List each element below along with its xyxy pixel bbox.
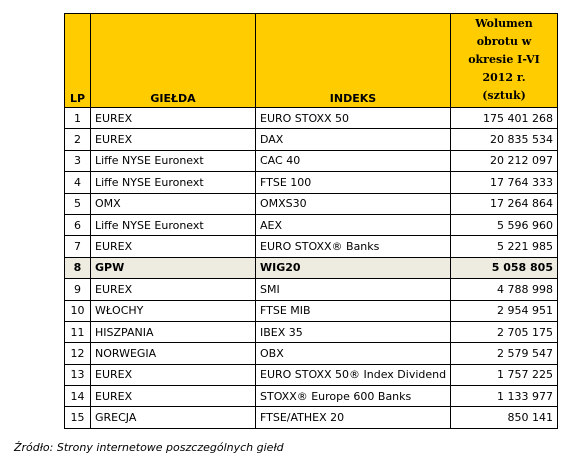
- cell-lp: 6: [64, 213, 91, 237]
- table-row: 3 Liffe NYSE Euronext CAC 40 20 212 097: [64, 149, 558, 173]
- cell-index: SMI: [255, 278, 451, 301]
- cell-exchange: WŁOCHY: [90, 299, 256, 322]
- table-row: 11 HISZPANIA IBEX 35 2 705 175: [64, 320, 558, 344]
- cell-volume: 2 705 175: [450, 320, 558, 344]
- cell-lp: 8: [64, 256, 91, 280]
- cell-index: EURO STOXX® Banks: [255, 235, 451, 258]
- cell-volume: 175 401 268: [450, 106, 558, 130]
- source-note: Źródło: Strony internetowe poszczególnyc…: [14, 441, 284, 454]
- cell-index: CAC 40: [255, 149, 451, 173]
- cell-volume: 20 835 534: [450, 128, 558, 151]
- cell-index: OMXS30: [255, 192, 451, 215]
- cell-index: IBEX 35: [255, 320, 451, 344]
- cell-exchange: EUREX: [90, 235, 256, 258]
- cell-lp: 5: [64, 192, 91, 215]
- cell-exchange: EUREX: [90, 106, 256, 130]
- cell-volume: 5 596 960: [450, 213, 558, 237]
- cell-volume: 2 954 951: [450, 299, 558, 322]
- table-body: 1 EUREX EURO STOXX 50 175 401 268 2 EUREX DAX 2…: [64, 106, 558, 429]
- cell-exchange: OMX: [90, 192, 256, 215]
- cell-exchange: EUREX: [90, 128, 256, 151]
- cell-exchange: EUREX: [90, 385, 256, 408]
- table-row: 13 EUREX EURO STOXX 50® Index Dividend 1 75…: [64, 363, 558, 387]
- cell-exchange: Liffe NYSE Euronext: [90, 149, 256, 173]
- cell-lp: 9: [64, 278, 91, 301]
- cell-exchange: GPW: [90, 256, 256, 280]
- cell-volume: 20 212 097: [450, 149, 558, 173]
- cell-index: FTSE 100: [255, 171, 451, 194]
- table-row: 2 EUREX DAX 20 835 534: [64, 128, 558, 151]
- cell-exchange: NORWEGIA: [90, 342, 256, 365]
- cell-volume: 850 141: [450, 406, 558, 429]
- cell-exchange: EUREX: [90, 278, 256, 301]
- cell-volume: 17 764 333: [450, 171, 558, 194]
- cell-index: DAX: [255, 128, 451, 151]
- table-row: 8 GPW WIG20 5 058 805: [64, 256, 558, 280]
- cell-lp: 4: [64, 171, 91, 194]
- cell-lp: 2: [64, 128, 91, 151]
- header-index: INDEKS: [255, 13, 451, 108]
- cell-exchange: HISZPANIA: [90, 320, 256, 344]
- cell-volume: 17 264 864: [450, 192, 558, 215]
- header-volume-line: obrotu w: [476, 35, 532, 48]
- cell-exchange: EUREX: [90, 363, 256, 387]
- cell-lp: 14: [64, 385, 91, 408]
- table-row: 7 EUREX EURO STOXX® Banks 5 221 985: [64, 235, 558, 258]
- cell-lp: 3: [64, 149, 91, 173]
- header-volume-line: (sztuk): [482, 89, 526, 102]
- cell-lp: 12: [64, 342, 91, 365]
- cell-index: STOXX® Europe 600 Banks: [255, 385, 451, 408]
- table-row: 15 GRECJA FTSE/ATHEX 20 850 141: [64, 406, 558, 429]
- table-row: 4 Liffe NYSE Euronext FTSE 100 17 764 333: [64, 171, 558, 194]
- table-row: 1 EUREX EURO STOXX 50 175 401 268: [64, 106, 558, 130]
- table-row: 6 Liffe NYSE Euronext AEX 5 596 960: [64, 213, 558, 237]
- header-volume-line: 2012 r.: [482, 71, 526, 84]
- cell-volume: 5 058 805: [450, 256, 558, 280]
- cell-lp: 15: [64, 406, 91, 429]
- header-row: LP GIEŁDA INDEKS Wolumen obrotu w okresie …: [64, 13, 558, 108]
- table-row: 5 OMX OMXS30 17 264 864: [64, 192, 558, 215]
- table-row: 14 EUREX STOXX® Europe 600 Banks 1 133 977: [64, 385, 558, 408]
- cell-index: EURO STOXX 50® Index Dividend: [255, 363, 451, 387]
- cell-volume: 4 788 998: [450, 278, 558, 301]
- cell-index: OBX: [255, 342, 451, 365]
- header-exchange: GIEŁDA: [90, 13, 256, 108]
- cell-lp: 1: [64, 106, 91, 130]
- cell-index: WIG20: [255, 256, 451, 280]
- header-lp: LP: [64, 13, 91, 108]
- cell-volume: 2 579 547: [450, 342, 558, 365]
- header-volume: Wolumen obrotu w okresie I-VI 2012 r. (sztuk…: [450, 13, 558, 108]
- cell-lp: 7: [64, 235, 91, 258]
- cell-volume: 1 133 977: [450, 385, 558, 408]
- cell-exchange: Liffe NYSE Euronext: [90, 213, 256, 237]
- cell-lp: 13: [64, 363, 91, 387]
- header-volume-line: Wolumen: [475, 17, 533, 30]
- table-row: 12 NORWEGIA OBX 2 579 547: [64, 342, 558, 365]
- cell-index: FTSE MIB: [255, 299, 451, 322]
- cell-exchange: Liffe NYSE Euronext: [90, 171, 256, 194]
- table-row: 10 WŁOCHY FTSE MIB 2 954 951: [64, 299, 558, 322]
- cell-lp: 10: [64, 299, 91, 322]
- cell-volume: 5 221 985: [450, 235, 558, 258]
- cell-index: AEX: [255, 213, 451, 237]
- cell-exchange: GRECJA: [90, 406, 256, 429]
- cell-volume: 1 757 225: [450, 363, 558, 387]
- table-row: 9 EUREX SMI 4 788 998: [64, 278, 558, 301]
- cell-index: EURO STOXX 50: [255, 106, 451, 130]
- cell-index: FTSE/ATHEX 20: [255, 406, 451, 429]
- volume-table: LP GIEŁDA INDEKS Wolumen obrotu w okresie …: [64, 13, 558, 429]
- header-volume-line: okresie I-VI: [468, 53, 540, 66]
- cell-lp: 11: [64, 320, 91, 344]
